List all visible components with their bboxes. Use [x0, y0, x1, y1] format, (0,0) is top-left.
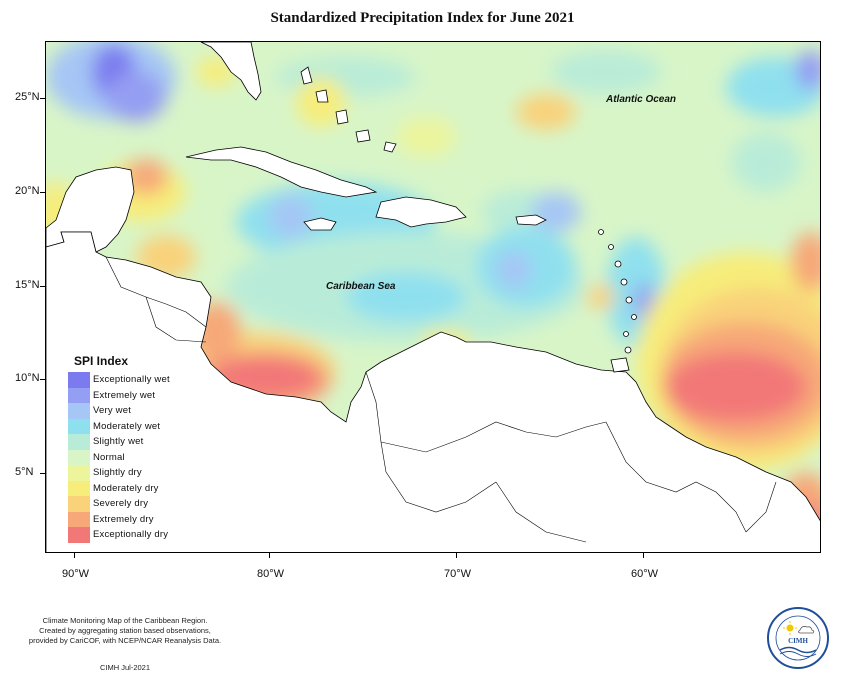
- footer-description: Climate Monitoring Map of the Caribbean …: [0, 616, 250, 646]
- atlantic-ocean-label: Atlantic Ocean: [606, 94, 677, 105]
- legend-item: Moderately wet: [68, 418, 190, 434]
- hispaniola-landmass: [375, 196, 467, 228]
- legend-swatch: [68, 527, 90, 543]
- legend-label: Moderately wet: [93, 420, 161, 432]
- legend-label: Slightly dry: [93, 467, 142, 479]
- legend-swatch: [68, 372, 90, 388]
- cuba-landmass: [185, 146, 378, 198]
- cimh-logo: CIMH: [767, 607, 829, 669]
- tick-x: [456, 553, 457, 558]
- footer-credit: CIMH Jul-2021: [99, 663, 151, 672]
- legend-label: Normal: [93, 451, 125, 463]
- tick-x: [643, 553, 644, 558]
- spi-legend: SPI Index Exceptionally wet Extremely we…: [68, 354, 190, 543]
- florida-landmass: [200, 42, 262, 101]
- legend-swatch: [68, 418, 90, 434]
- tick-y: [40, 286, 45, 287]
- tick-y: [40, 98, 45, 99]
- lon-label: 70°W: [444, 568, 472, 580]
- lon-label: 80°W: [257, 568, 285, 580]
- lon-label: 60°W: [631, 568, 659, 580]
- tick-y: [40, 379, 45, 380]
- legend-swatch: [68, 511, 90, 527]
- legend-item: Normal: [68, 449, 190, 465]
- footer-line: Created by aggregating station based obs…: [39, 626, 211, 635]
- legend-label: Moderately dry: [93, 482, 159, 494]
- legend-swatch: [68, 449, 90, 465]
- legend-label: Extremely wet: [93, 389, 156, 401]
- lat-label: 5°N: [15, 466, 34, 478]
- legend-item: Very wet: [68, 403, 190, 419]
- legend-label: Exceptionally dry: [93, 529, 169, 541]
- legend-label: Severely dry: [93, 498, 149, 510]
- footer-line: Climate Monitoring Map of the Caribbean …: [42, 616, 208, 625]
- tick-y: [40, 192, 45, 193]
- legend-item: Severely dry: [68, 496, 190, 512]
- legend-item: Extremely wet: [68, 387, 190, 403]
- tick-x: [74, 553, 75, 558]
- lat-label: 10°N: [15, 372, 40, 384]
- tick-x: [269, 553, 270, 558]
- legend-swatch: [68, 387, 90, 403]
- legend-item: Exceptionally wet: [68, 372, 190, 388]
- legend-item: Exceptionally dry: [68, 527, 190, 543]
- lon-label: 90°W: [62, 568, 90, 580]
- landmasses: [46, 42, 820, 552]
- legend-label: Very wet: [93, 405, 132, 417]
- spi-map: [46, 42, 820, 552]
- legend-label: Extremely dry: [93, 513, 154, 525]
- legend-item: Slightly dry: [68, 465, 190, 481]
- jamaica-landmass: [303, 217, 337, 231]
- legend-swatch: [68, 480, 90, 496]
- continental-landmass: [46, 231, 820, 552]
- legend-label: Exceptionally wet: [93, 374, 170, 386]
- logo-text: CIMH: [788, 637, 808, 645]
- caribbean-sea-label: Caribbean Sea: [326, 281, 396, 292]
- footer-line: provided by CariCOF, with NCEP/NCAR Rean…: [28, 636, 222, 645]
- wave-icon: [779, 646, 817, 654]
- lat-label: 20°N: [15, 185, 40, 197]
- legend-label: Slightly wet: [93, 436, 144, 448]
- legend-swatch: [68, 496, 90, 512]
- legend-swatch: [68, 434, 90, 450]
- legend-title: SPI Index: [74, 354, 129, 368]
- sun-icon: [786, 624, 794, 632]
- tick-y: [40, 473, 45, 474]
- legend-item: Moderately dry: [68, 480, 190, 496]
- legend-item: Extremely dry: [68, 511, 190, 527]
- country-borders: [105, 256, 777, 543]
- map-title: Standardized Precipitation Index for Jun…: [270, 10, 575, 26]
- legend-swatch: [68, 403, 90, 419]
- puerto-rico-landmass: [515, 214, 547, 226]
- lat-label: 25°N: [15, 91, 40, 103]
- lat-label: 15°N: [15, 279, 40, 291]
- legend-item: Slightly wet: [68, 434, 190, 450]
- legend-swatch: [68, 465, 90, 481]
- cloud-icon: [798, 626, 815, 634]
- map-frame: [45, 41, 821, 553]
